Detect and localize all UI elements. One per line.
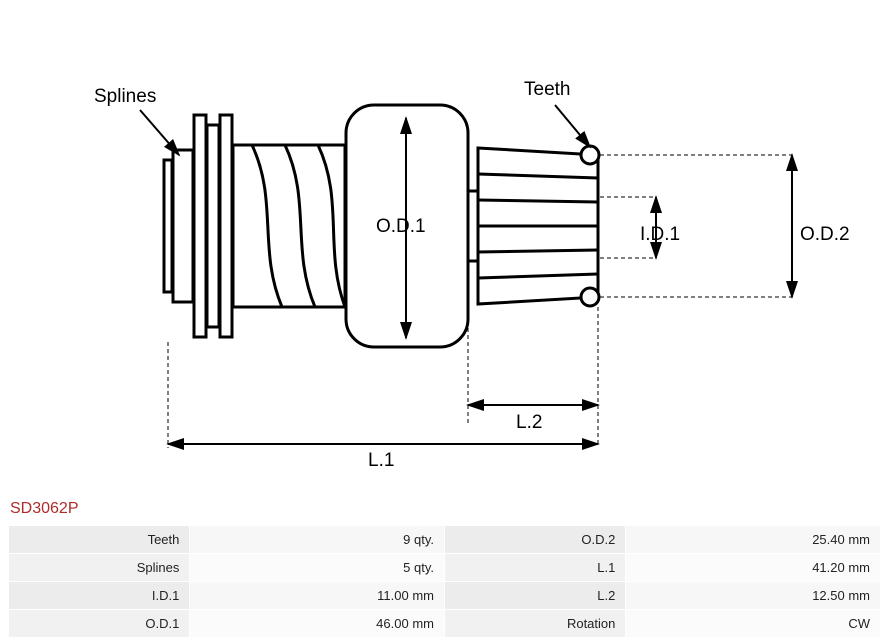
spec-value: 5 qty.	[190, 554, 444, 581]
label-od1: O.D.1	[376, 216, 426, 237]
spec-value: 12.50 mm	[626, 582, 880, 609]
table-row: Splines 5 qty. L.1 41.20 mm	[9, 554, 880, 581]
spec-key: O.D.2	[445, 526, 625, 553]
spec-key: O.D.1	[9, 610, 189, 637]
table-row: O.D.1 46.00 mm Rotation CW	[9, 610, 880, 637]
label-od2: O.D.2	[800, 224, 850, 245]
label-teeth: Teeth	[524, 79, 570, 100]
label-id1: I.D.1	[640, 224, 680, 245]
table-row: Teeth 9 qty. O.D.2 25.40 mm	[9, 526, 880, 553]
spec-value: 9 qty.	[190, 526, 444, 553]
spec-value: 11.00 mm	[190, 582, 444, 609]
spec-key: L.2	[445, 582, 625, 609]
label-l2: L.2	[516, 412, 542, 433]
spec-key: Splines	[9, 554, 189, 581]
part-number: SD3062P	[10, 500, 79, 518]
spec-key: Rotation	[445, 610, 625, 637]
spec-value: 41.20 mm	[626, 554, 880, 581]
spec-table: Teeth 9 qty. O.D.2 25.40 mm Splines 5 qt…	[8, 525, 881, 638]
label-splines: Splines	[94, 86, 156, 107]
spec-key: Teeth	[9, 526, 189, 553]
spec-value: 46.00 mm	[190, 610, 444, 637]
label-l1: L.1	[368, 450, 394, 471]
spec-value: 25.40 mm	[626, 526, 880, 553]
spec-value: CW	[626, 610, 880, 637]
technical-diagram: Splines Teeth O.D.1 I.D.1 O.D.2 L.2 L.1	[0, 0, 889, 490]
table-row: I.D.1 11.00 mm L.2 12.50 mm	[9, 582, 880, 609]
spec-key: L.1	[445, 554, 625, 581]
spec-key: I.D.1	[9, 582, 189, 609]
